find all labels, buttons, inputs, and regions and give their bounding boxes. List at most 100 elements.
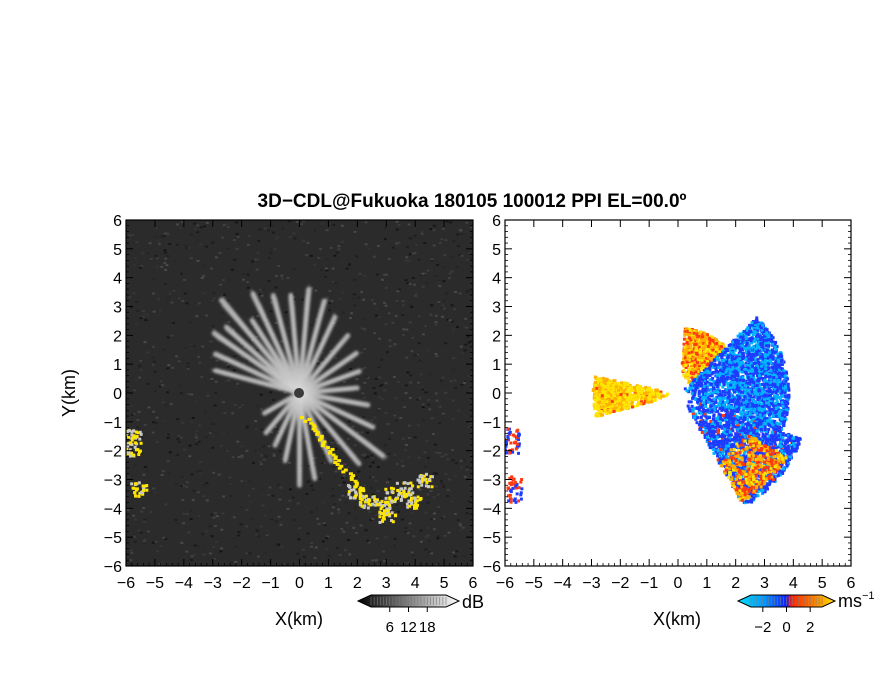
- noise-speck: [395, 242, 399, 245]
- noise-speck: [369, 476, 373, 479]
- echo-pixel: [409, 493, 413, 497]
- noise-speck: [404, 259, 408, 262]
- echo-pixel: [126, 433, 128, 437]
- noise-speck: [128, 234, 132, 237]
- velocity-pixel: [603, 407, 607, 411]
- noise-speck: [203, 411, 207, 414]
- noise-speck: [165, 264, 169, 267]
- noise-speck: [246, 273, 250, 276]
- velocity-pixel: [689, 365, 693, 369]
- velocity-pixel: [645, 400, 649, 404]
- noise-speck: [350, 412, 354, 415]
- noise-speck: [358, 272, 362, 275]
- velocity-pixel: [746, 326, 750, 330]
- velocity-pixel: [756, 337, 760, 341]
- noise-speck: [329, 350, 333, 353]
- velocity-pixel: [754, 418, 758, 422]
- velocity-pixel: [611, 404, 615, 408]
- noise-speck: [196, 518, 200, 521]
- velocity-pixel: [714, 396, 718, 400]
- noise-speck: [299, 236, 303, 239]
- velocity-pixel: [762, 377, 766, 381]
- noise-speck: [186, 362, 190, 365]
- noise-speck: [180, 475, 184, 478]
- noise-speck: [361, 416, 365, 419]
- noise-speck: [213, 525, 217, 528]
- echo-pixel: [354, 481, 359, 485]
- reflectivity-ray-fine: [266, 392, 300, 431]
- noise-speck: [214, 540, 218, 543]
- noise-speck: [325, 354, 329, 357]
- velocity-pixel: [746, 360, 750, 364]
- velocity-pixel: [629, 385, 633, 389]
- velocity-pixel: [748, 388, 752, 392]
- noise-speck: [340, 527, 344, 530]
- noise-speck: [335, 251, 339, 254]
- velocity-pixel: [785, 405, 789, 409]
- noise-speck: [222, 509, 226, 512]
- noise-speck: [379, 517, 383, 520]
- noise-speck: [310, 542, 314, 545]
- reflectivity-echo-patches: [126, 416, 434, 524]
- velocity-pixel: [603, 382, 607, 386]
- velocity-pixel: [631, 387, 635, 391]
- velocity-pixel: [594, 394, 598, 398]
- velocity-pixel: [764, 363, 768, 367]
- noise-speck: [434, 392, 438, 395]
- noise-speck: [465, 221, 469, 224]
- echo-pixel: [130, 430, 134, 434]
- noise-speck: [407, 437, 411, 440]
- echo-pixel: [371, 495, 375, 499]
- noise-speck: [321, 379, 325, 382]
- velocity-pixel: [616, 399, 620, 403]
- echo-pixel: [313, 429, 318, 433]
- noise-speck: [415, 525, 419, 528]
- noise-speck: [155, 441, 159, 444]
- noise-speck: [424, 511, 428, 514]
- velocity-pixel: [699, 330, 703, 334]
- noise-speck: [325, 229, 329, 232]
- noise-speck: [185, 550, 189, 553]
- velocity-pixel: [615, 384, 619, 388]
- noise-speck: [133, 540, 137, 543]
- noise-speck: [344, 549, 348, 552]
- noise-speck: [132, 264, 136, 267]
- velocity-pixel: [774, 391, 778, 395]
- velocity-pixel: [720, 406, 724, 410]
- noise-speck: [226, 365, 230, 368]
- velocity-pixel: [694, 359, 698, 363]
- noise-speck: [315, 507, 319, 510]
- noise-speck: [128, 296, 132, 299]
- echo-pixel: [358, 488, 362, 492]
- noise-speck: [367, 327, 371, 330]
- noise-speck: [227, 379, 231, 382]
- echo-pixel: [418, 480, 422, 484]
- velocity-pixel: [709, 335, 713, 339]
- velocity-pixel: [771, 414, 775, 418]
- noise-speck: [237, 531, 241, 534]
- noise-speck: [378, 385, 382, 388]
- noise-speck: [160, 235, 164, 238]
- noise-speck: [345, 521, 349, 524]
- noise-speck: [337, 245, 341, 248]
- velocity-pixel: [707, 370, 711, 374]
- noise-speck: [412, 535, 416, 538]
- velocity-pixel: [761, 356, 765, 360]
- noise-speck: [231, 328, 235, 331]
- y-tick-label: 1: [113, 357, 122, 374]
- y-tick-label: −4: [104, 501, 122, 518]
- noise-speck: [267, 279, 271, 282]
- velocity-pixel: [625, 390, 629, 394]
- noise-speck: [464, 317, 468, 320]
- velocity-pixel: [602, 398, 606, 402]
- noise-speck: [176, 438, 180, 441]
- noise-speck: [180, 221, 184, 224]
- noise-speck: [233, 403, 237, 406]
- noise-speck: [161, 470, 165, 473]
- echo-pixel: [419, 497, 423, 501]
- noise-speck: [451, 368, 455, 371]
- noise-speck: [244, 479, 248, 482]
- noise-speck: [166, 433, 170, 436]
- velocity-pixel: [713, 352, 717, 356]
- noise-speck: [366, 431, 370, 434]
